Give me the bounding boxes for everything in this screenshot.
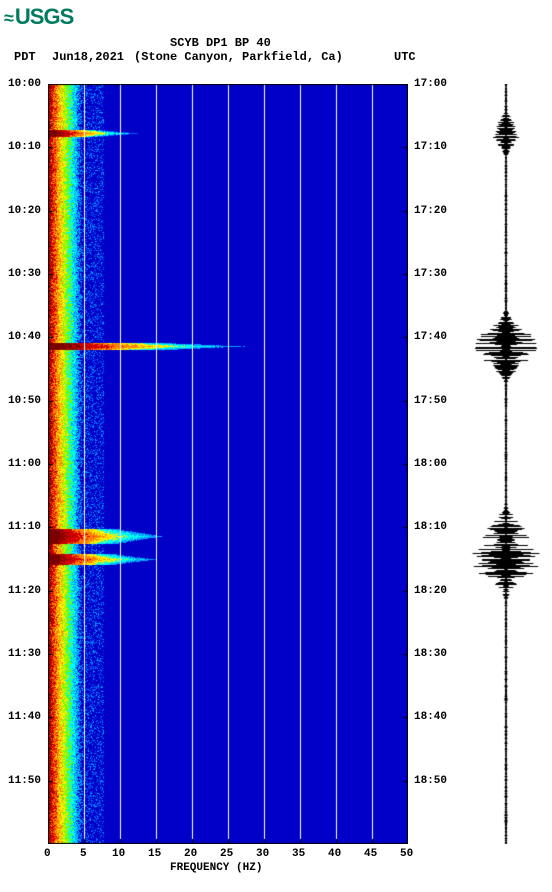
x-tick: 40 <box>328 848 341 860</box>
x-tick: 0 <box>44 848 51 860</box>
tz-left-label: PDT <box>14 50 36 64</box>
x-tick: 15 <box>148 848 161 860</box>
right-tick: 17:20 <box>414 205 447 217</box>
left-tick: 11:40 <box>8 711 41 723</box>
x-tick: 20 <box>184 848 197 860</box>
left-tick: 10:40 <box>8 331 41 343</box>
right-tick: 18:10 <box>414 521 447 533</box>
usgs-logo-text: USGS <box>15 4 73 29</box>
left-tick: 10:10 <box>8 141 41 153</box>
right-tick: 17:30 <box>414 268 447 280</box>
left-tick: 11:30 <box>8 648 41 660</box>
right-tick: 18:50 <box>414 775 447 787</box>
x-tick: 45 <box>364 848 377 860</box>
left-tick: 10:00 <box>8 78 41 90</box>
left-tick: 11:50 <box>8 775 41 787</box>
x-tick: 5 <box>80 848 87 860</box>
left-tick: 10:50 <box>8 395 41 407</box>
left-tick: 10:20 <box>8 205 41 217</box>
plot-location: (Stone Canyon, Parkfield, Ca) <box>134 50 343 64</box>
left-tick: 11:00 <box>8 458 41 470</box>
x-tick: 25 <box>220 848 233 860</box>
right-tick: 18:20 <box>414 585 447 597</box>
tz-right-label: UTC <box>394 50 416 64</box>
right-tick: 18:30 <box>414 648 447 660</box>
plot-title: SCYB DP1 BP 40 <box>170 36 271 50</box>
right-tick: 17:50 <box>414 395 447 407</box>
seismogram-plot <box>465 84 547 844</box>
usgs-logo: ≈USGS <box>4 4 73 30</box>
right-tick: 17:00 <box>414 78 447 90</box>
plot-date: Jun18,2021 <box>52 50 124 64</box>
seismogram-canvas <box>465 84 547 844</box>
right-tick: 17:10 <box>414 141 447 153</box>
left-tick: 10:30 <box>8 268 41 280</box>
x-tick: 35 <box>292 848 305 860</box>
spectrogram-canvas <box>48 84 408 844</box>
x-tick: 30 <box>256 848 269 860</box>
right-tick: 18:40 <box>414 711 447 723</box>
x-tick: 50 <box>400 848 413 860</box>
right-tick: 18:00 <box>414 458 447 470</box>
x-tick: 10 <box>112 848 125 860</box>
left-tick: 11:20 <box>8 585 41 597</box>
right-tick: 17:40 <box>414 331 447 343</box>
x-axis-title: FREQUENCY (HZ) <box>170 862 262 874</box>
spectrogram-plot <box>48 84 408 844</box>
usgs-wave-icon: ≈ <box>4 8 13 29</box>
left-tick: 11:10 <box>8 521 41 533</box>
